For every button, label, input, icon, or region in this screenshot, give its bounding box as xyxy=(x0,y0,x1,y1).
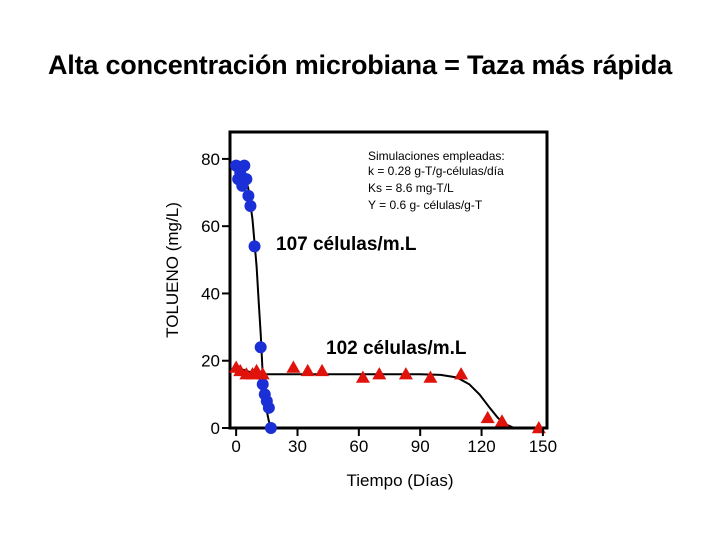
x-tick-label: 0 xyxy=(231,437,240,456)
low-concentration-label: 102 células/m.L xyxy=(326,338,467,359)
data-point-circle xyxy=(248,240,261,253)
data-point-circle xyxy=(242,189,255,202)
x-tick-label: 120 xyxy=(467,437,495,456)
data-point-circle xyxy=(244,200,257,212)
y-tick-label: 0 xyxy=(211,419,220,438)
data-point-triangle xyxy=(398,367,413,380)
data-point-triangle xyxy=(315,363,330,377)
data-point-circle xyxy=(238,159,251,172)
simulation-note-line: Y = 0.6 g- células/g-T xyxy=(368,198,483,212)
x-axis-title: Tiempo (Días) xyxy=(346,471,453,490)
plot-frame xyxy=(228,130,549,430)
y-tick-label: 20 xyxy=(201,352,220,371)
data-point-triangle xyxy=(286,360,301,373)
data-point-circle xyxy=(256,378,269,391)
x-tick-label: 60 xyxy=(349,437,368,456)
data-point-triangle xyxy=(423,370,438,383)
y-tick-label: 40 xyxy=(201,284,220,303)
high-concentration-label: 107 células/m.L xyxy=(276,234,417,255)
y-tick-label: 60 xyxy=(201,217,220,236)
y-axis-title: TOLUENO (mg/L) xyxy=(163,202,182,338)
data-point-triangle xyxy=(300,363,315,377)
data-point-triangle xyxy=(372,367,387,380)
slide-title: Alta concentración microbiana = Taza más… xyxy=(47,50,673,80)
simulation-note-line: k = 0.28 g-T/g-células/día xyxy=(368,164,504,178)
data-point-triangle xyxy=(480,410,495,424)
data-point-circle xyxy=(254,341,267,354)
data-point-triangle xyxy=(255,367,270,380)
y-tick-label: 80 xyxy=(201,150,220,169)
x-tick-label: 150 xyxy=(529,437,557,456)
x-tick-label: 90 xyxy=(411,437,430,456)
data-point-triangle xyxy=(495,414,510,427)
data-point-circle xyxy=(262,401,275,414)
data-point-triangle xyxy=(355,370,370,383)
data-point-circle xyxy=(236,179,249,192)
data-point-triangle xyxy=(454,367,469,380)
x-tick-label: 30 xyxy=(288,437,307,456)
simulation-note-line: Simulaciones empleadas: xyxy=(368,149,505,163)
simulation-note-line: Ks = 8.6 mg-T/L xyxy=(368,181,454,195)
data-point-circle xyxy=(264,422,277,434)
